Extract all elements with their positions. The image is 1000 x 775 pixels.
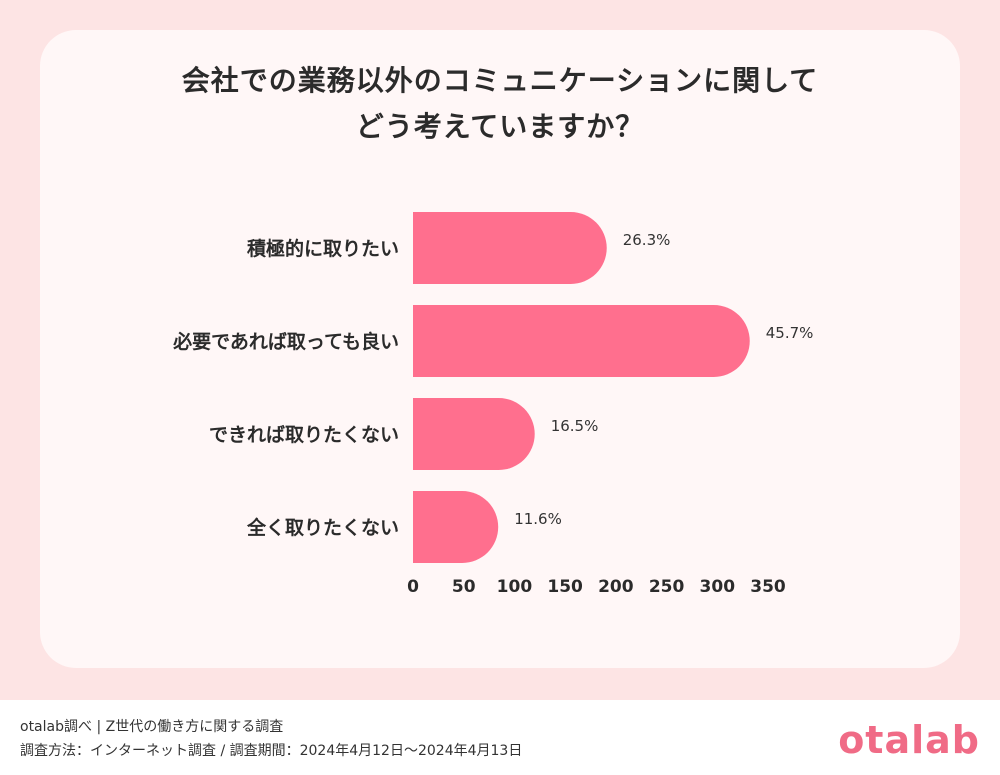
bar-chart: 積極的に取りたい 26.3% 必要であれば取っても良い 45.7% できれば取りたくない… xyxy=(172,212,814,597)
value-label: 26.3% xyxy=(623,231,671,249)
category-label: 必要であれば取っても良い xyxy=(172,330,399,353)
x-tick-label: 50 xyxy=(452,577,476,597)
x-tick-label: 250 xyxy=(649,577,685,597)
bar xyxy=(413,398,535,470)
otalab-logo: otalab xyxy=(838,718,980,762)
title-line-1: 会社での業務以外のコミュニケーションに関して xyxy=(181,64,819,97)
x-tick-label: 150 xyxy=(547,577,583,597)
chart-title: 会社での業務以外のコミュニケーションに関して どう考えていますか？ xyxy=(0,58,1000,150)
category-label: できれば取りたくない xyxy=(209,424,399,446)
x-tick-label: 200 xyxy=(598,577,634,597)
category-label: 全く取りたくない xyxy=(246,516,399,539)
bar xyxy=(413,305,750,377)
footer: otalab調べ | Z世代の働き方に関する調査 調査方法：インターネット調査 … xyxy=(0,700,1000,775)
x-tick-label: 100 xyxy=(497,577,533,597)
category-label: 積極的に取りたい xyxy=(247,237,399,260)
survey-method-note: 調査方法：インターネット調査 / 調査期間：2024年4月12日〜2024年4月… xyxy=(20,743,523,759)
value-label: 11.6% xyxy=(514,510,562,528)
x-tick-label: 0 xyxy=(407,577,419,597)
value-label: 45.7% xyxy=(766,324,814,342)
x-tick-label: 350 xyxy=(750,577,786,597)
source-note: otalab調べ | Z世代の働き方に関する調査 xyxy=(20,719,284,735)
x-tick-label: 300 xyxy=(700,577,736,597)
bar xyxy=(413,212,607,284)
bar xyxy=(413,491,499,563)
title-line-2: どう考えていますか？ xyxy=(355,110,645,143)
value-label: 16.5% xyxy=(551,417,599,435)
